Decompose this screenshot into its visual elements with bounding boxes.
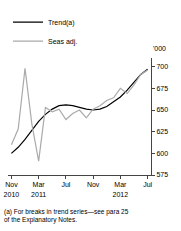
svg-text:Mar2011: Mar2011 (31, 181, 46, 197)
svg-text:650: 650 (156, 106, 168, 113)
svg-text:675: 675 (156, 85, 168, 92)
svg-text:700: 700 (156, 63, 168, 70)
svg-text:Mar2012: Mar2012 (113, 181, 129, 197)
svg-text:(a) For breaks in trend series: (a) For breaks in trend series—see para … (4, 208, 129, 224)
svg-text:Jul: Jul (61, 181, 70, 188)
svg-text:Jul: Jul (143, 181, 152, 188)
svg-text:Seas adj.: Seas adj. (48, 38, 77, 46)
svg-text:Nov2010: Nov2010 (4, 181, 20, 197)
svg-text:Nov: Nov (87, 181, 100, 188)
svg-text:625: 625 (156, 128, 168, 135)
svg-text:Trend(a): Trend(a) (48, 19, 75, 27)
svg-text:575: 575 (156, 171, 168, 178)
svg-text:600: 600 (156, 150, 168, 157)
svg-text:'000: '000 (153, 45, 166, 52)
